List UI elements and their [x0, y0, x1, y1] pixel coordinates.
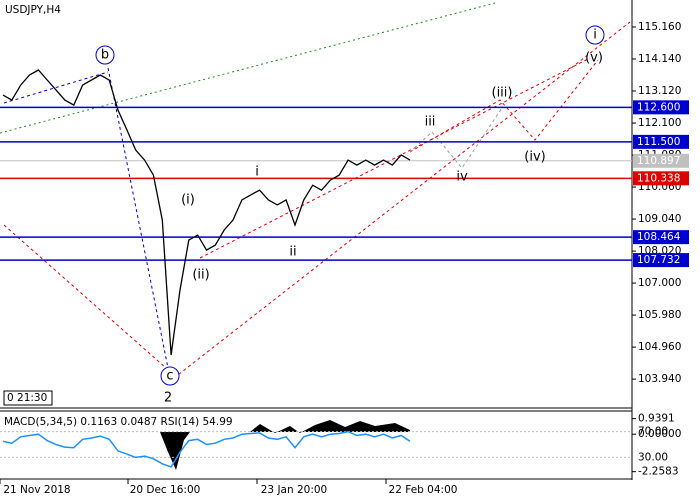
wave-label: c [166, 369, 173, 384]
wave-circle [160, 366, 180, 386]
level-label: 107.732 [637, 254, 680, 266]
wave-label: ii [289, 245, 296, 260]
level-box [633, 230, 689, 245]
level-box [633, 134, 689, 149]
trendline [3, 71, 109, 104]
time-box [3, 390, 53, 406]
level-box [633, 171, 689, 186]
chart-title: USDJPY,H4 [5, 4, 61, 16]
macd-tick-label: -2.2583 [638, 466, 679, 478]
y-tick-label: 105.980 [638, 309, 681, 321]
y-tick-label: 103.940 [638, 373, 681, 385]
y-tick-label: 107.000 [638, 277, 681, 289]
trendline [0, 2, 496, 134]
level-label: 110.338 [637, 172, 680, 184]
rsi-tick-label: 70.00 [638, 426, 668, 438]
wave-label: (iv) [524, 150, 545, 165]
rsi-line [2, 430, 411, 468]
trendline [199, 57, 591, 259]
y-tick-label: 114.140 [638, 53, 681, 65]
y-tick-label: 112.100 [638, 117, 681, 129]
wave-label: iii [425, 115, 436, 130]
macd-tick-label: 0.9391 [638, 413, 675, 425]
macd-tick-label: 0.00000 [638, 428, 681, 440]
wave-label: (ii) [192, 268, 209, 283]
indicator-label: MACD(5,34,5) 0.1163 0.0487 RSI(14) 54.99 [4, 416, 233, 428]
y-tick-label: 104.960 [638, 341, 681, 353]
y-tick-label: 108.020 [638, 245, 681, 257]
wave-label: i [255, 165, 259, 180]
y-tick-label: 109.040 [638, 213, 681, 225]
wave-label: iv [456, 170, 468, 185]
wave-label: (v) [585, 51, 603, 66]
macd-histogram [160, 420, 410, 470]
rsi-tick-label: 30.00 [638, 451, 668, 463]
level-label: 110.897 [637, 155, 680, 167]
price-line [2, 69, 411, 356]
level-label: 112.600 [637, 101, 680, 113]
wave-circle [95, 45, 115, 65]
time-box-text: 0 21:30 [7, 392, 47, 404]
wave-label: b [101, 48, 109, 63]
x-tick-label: 20 Dec 16:00 [130, 484, 201, 496]
level-box [633, 100, 689, 115]
trendline [107, 67, 169, 369]
trendline [3, 224, 167, 369]
x-tick-label: 22 Feb 04:00 [389, 484, 458, 496]
level-box [633, 153, 689, 168]
wave-label: (i) [181, 193, 195, 208]
x-tick-label: 23 Jan 20:00 [261, 484, 327, 496]
trendline [173, 21, 631, 379]
x-tick-label: 21 Nov 2018 [3, 484, 70, 496]
wave-label: (iii) [492, 86, 513, 101]
y-tick-label: 113.120 [638, 85, 681, 97]
level-box [633, 253, 689, 268]
y-tick-label: 115.160 [638, 21, 681, 33]
wave-label: 2 [164, 391, 172, 406]
wave-circle [585, 25, 605, 45]
level-label: 108.464 [637, 231, 681, 243]
level-label: 111.500 [637, 136, 680, 148]
wave-label: i [593, 28, 597, 43]
